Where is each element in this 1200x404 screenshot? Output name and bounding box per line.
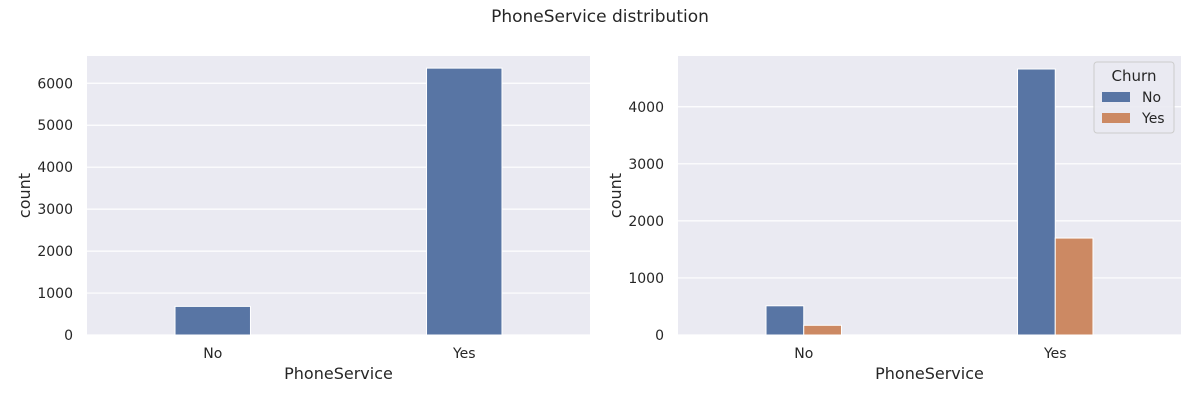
- bar-yes: [426, 67, 503, 336]
- legend-swatch-no: [1102, 92, 1130, 102]
- y-axis-label: count: [15, 173, 34, 218]
- y-tick-label: 2000: [37, 244, 73, 260]
- y-tick-label: 4000: [37, 160, 73, 176]
- legend-label-yes: Yes: [1141, 111, 1165, 127]
- legend-label-no: No: [1142, 90, 1161, 106]
- bar-no-churn-no: [765, 305, 805, 336]
- y-tick-label: 0: [64, 328, 73, 344]
- chart-phoneservice-by-churn: 0 1000 2000 3000 4000 No Yes PhoneService count C…: [606, 56, 1181, 383]
- bar-yes-churn-yes: [1054, 237, 1094, 336]
- legend-swatch-yes: [1102, 113, 1130, 123]
- y-tick-label: 1000: [628, 271, 664, 287]
- y-tick-label: 3000: [628, 157, 664, 173]
- x-tick-label: Yes: [1043, 346, 1067, 362]
- bar-no: [174, 305, 251, 336]
- y-tick-label: 6000: [37, 76, 73, 92]
- legend: Churn No Yes: [1093, 61, 1175, 134]
- y-tick-label: 0: [655, 328, 664, 344]
- chart-phoneservice-count: 0 1000 2000 3000 4000 5000 6000 No Yes PhoneServi…: [15, 56, 590, 383]
- x-axis-label: PhoneService: [875, 364, 984, 383]
- y-tick-label: 4000: [628, 100, 664, 116]
- x-tick-label: Yes: [452, 346, 476, 362]
- x-axis-label: PhoneService: [284, 364, 393, 383]
- y-tick-label: 3000: [37, 202, 73, 218]
- bar-yes-churn-no: [1017, 68, 1056, 336]
- y-tick-label: 5000: [37, 118, 73, 134]
- bar-no-churn-yes: [803, 324, 842, 336]
- y-tick-label: 2000: [628, 214, 664, 230]
- plot-background: [87, 56, 590, 335]
- x-tick-label: No: [794, 346, 813, 362]
- y-axis-label: count: [606, 173, 625, 218]
- y-tick-label: 1000: [37, 286, 73, 302]
- x-tick-label: No: [203, 346, 222, 362]
- legend-title: Churn: [1112, 67, 1157, 85]
- figure-title: PhoneService distribution: [491, 7, 709, 27]
